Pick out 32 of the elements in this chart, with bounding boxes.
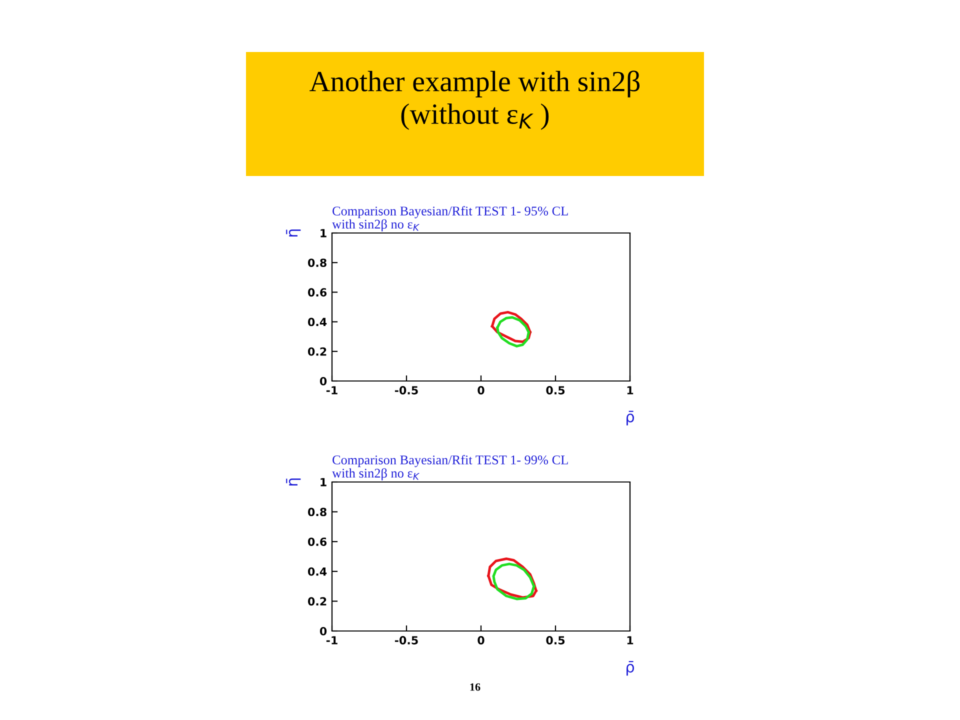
chart-subtitle: with sin2β no ε$_{K}$ (332, 219, 420, 232)
chart-title: Comparison Bayesian/Rfit TEST 1- 95% CL (332, 206, 568, 218)
x-tick-label: 0 (478, 636, 484, 644)
x-tick-label: -1 (326, 386, 338, 394)
y-tick-label: 0.8 (308, 258, 326, 267)
x-tick-label: -0.5 (394, 386, 418, 394)
y-tick-label: 1 (320, 478, 326, 486)
y-tick-label: 0 (320, 626, 327, 636)
x-axis-title: ρ̄ (626, 661, 634, 676)
x-tick-label: 0.5 (546, 636, 565, 644)
x-tick-label: -1 (326, 636, 338, 644)
chart-title: Comparison Bayesian/Rfit TEST 1- 99% CL (332, 454, 568, 468)
text: 16 (470, 683, 480, 691)
y-tick-label: 0.6 (308, 538, 327, 546)
y-tick-label: 1 (320, 229, 326, 238)
y-tick-label: 0.8 (308, 508, 326, 516)
x-tick-label: 1 (627, 636, 634, 644)
x-tick-label: 0.5 (546, 386, 565, 394)
x-axis-title: ρ̄ (626, 410, 634, 426)
x-tick-label: -0.5 (394, 636, 418, 644)
text: Another example with sin2β (without ε$_{K}$ ) (310, 70, 640, 130)
y-tick-label: 0.2 (308, 347, 326, 356)
y-axis-title: η̄ (286, 478, 301, 486)
y-tick-label: 0 (320, 376, 327, 386)
chart-subtitle: with sin2β no ε$_{K}$ (332, 468, 420, 480)
y-tick-label: 0.6 (308, 288, 327, 297)
y-tick-label: 0.4 (308, 318, 327, 326)
x-tick-label: 1 (627, 386, 634, 394)
x-tick-label: 0 (478, 386, 484, 394)
y-tick-label: 0.4 (308, 567, 327, 576)
y-axis-title: η̄ (286, 229, 301, 236)
y-tick-label: 0.2 (308, 597, 326, 606)
